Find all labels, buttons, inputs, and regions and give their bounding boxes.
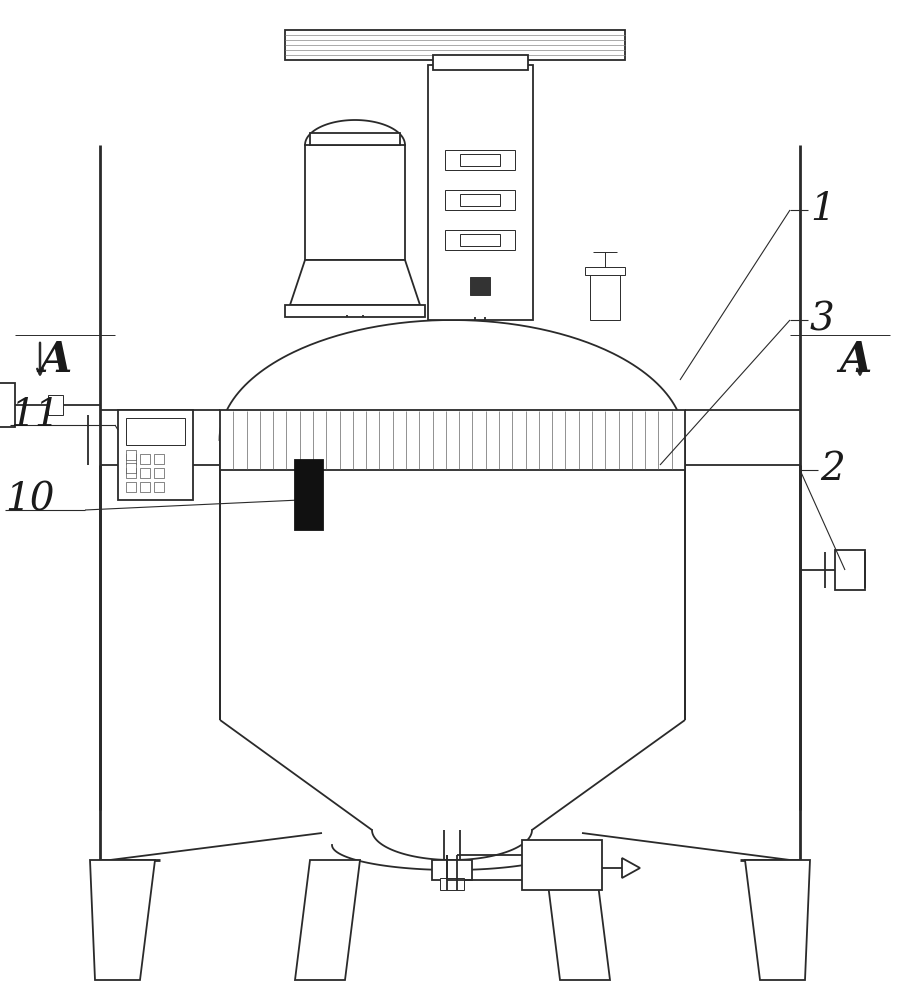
- Bar: [154, 468, 164, 478]
- Text: 2: 2: [820, 452, 844, 488]
- Bar: [154, 454, 164, 464]
- Bar: [590, 270, 620, 320]
- Bar: [154, 482, 164, 492]
- Polygon shape: [745, 860, 810, 980]
- Bar: [126, 454, 136, 464]
- Bar: [310, 133, 400, 145]
- Bar: [305, 145, 405, 260]
- Bar: [0, 383, 15, 427]
- Bar: [445, 230, 515, 250]
- Bar: [460, 194, 500, 206]
- Polygon shape: [622, 858, 640, 878]
- Polygon shape: [90, 860, 155, 980]
- Bar: [445, 190, 515, 210]
- Bar: [126, 468, 136, 478]
- Polygon shape: [545, 860, 610, 980]
- Bar: [48, 395, 63, 415]
- Polygon shape: [290, 260, 420, 305]
- Bar: [433, 55, 528, 70]
- Bar: [295, 460, 323, 530]
- Bar: [428, 65, 533, 320]
- Bar: [140, 482, 150, 492]
- Bar: [522, 840, 602, 890]
- Bar: [220, 410, 685, 470]
- Bar: [460, 154, 500, 166]
- Bar: [285, 305, 425, 317]
- Text: 3: 3: [810, 302, 834, 338]
- Bar: [140, 454, 150, 464]
- Bar: [460, 234, 500, 246]
- Text: A: A: [39, 339, 71, 381]
- Bar: [126, 418, 185, 445]
- Bar: [432, 860, 472, 880]
- Bar: [440, 878, 464, 890]
- Text: 11: 11: [10, 396, 60, 434]
- Bar: [140, 468, 150, 478]
- Text: 1: 1: [810, 192, 834, 229]
- Polygon shape: [295, 860, 360, 980]
- Bar: [285, 30, 625, 60]
- Bar: [470, 277, 490, 295]
- Bar: [835, 550, 865, 590]
- Bar: [118, 410, 193, 500]
- Text: 10: 10: [5, 482, 54, 518]
- Bar: [126, 482, 136, 492]
- Bar: [126, 450, 136, 460]
- Bar: [585, 267, 625, 275]
- Bar: [126, 463, 136, 473]
- Text: A: A: [839, 339, 872, 381]
- Bar: [445, 150, 515, 170]
